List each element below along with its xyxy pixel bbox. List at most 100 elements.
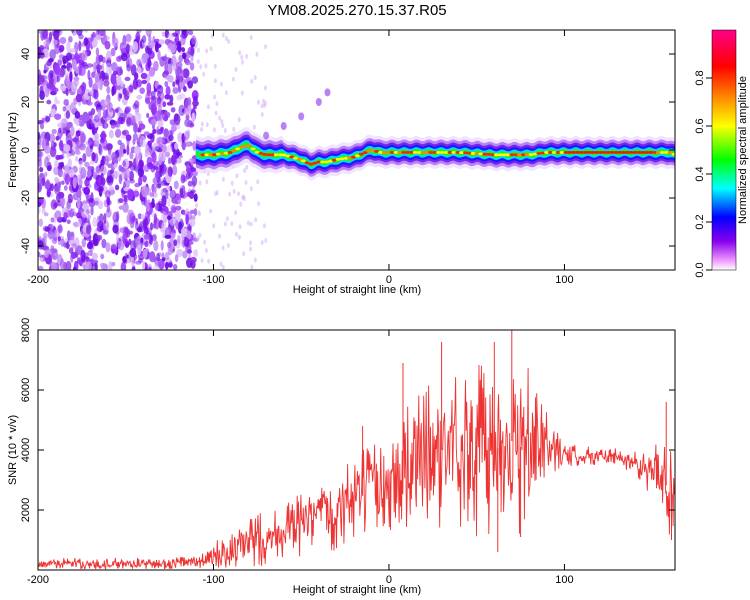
noise-blob: [142, 175, 147, 183]
noise-blob: [45, 52, 49, 58]
noise-blob: [97, 107, 102, 120]
noise-blob: [115, 75, 122, 86]
noise-blob: [111, 37, 119, 48]
noise-blob: [65, 88, 69, 96]
noise-blob: [104, 155, 109, 166]
noise-blob: [45, 141, 50, 147]
noise-blob: [42, 232, 48, 239]
noise-blob: [187, 180, 193, 187]
noise-blob: [163, 128, 169, 138]
ridge-core-mark: [320, 160, 325, 164]
noise-blob: [134, 111, 140, 123]
noise-blob: [141, 35, 147, 44]
noise-blob: [136, 243, 142, 256]
noise-blob: [46, 60, 52, 67]
noise-speck: [209, 208, 213, 214]
ridge-core-mark: [428, 151, 434, 154]
noise-blob: [185, 114, 190, 121]
noise-blob: [80, 166, 87, 179]
noise-blob: [95, 64, 103, 71]
noise-blob: [44, 145, 51, 154]
ridge-core-mark: [328, 159, 333, 163]
noise-speck: [237, 191, 240, 197]
noise-blob: [128, 84, 134, 93]
noise-blob: [171, 55, 177, 67]
noise-blob: [57, 224, 63, 234]
noise-blob: [62, 55, 69, 64]
noise-blob: [151, 105, 155, 117]
ridge-core-mark: [494, 153, 499, 157]
ridge-core-mark: [246, 144, 252, 148]
noise-speck: [215, 101, 219, 107]
noise-blob: [160, 180, 168, 186]
ridge-core-mark: [266, 153, 271, 157]
noise-blob: [85, 224, 92, 235]
noise-blob: [161, 195, 167, 208]
noise-blob: [55, 135, 60, 141]
ridge-core-mark: [667, 151, 673, 155]
noise-speck: [232, 189, 236, 194]
noise-speck: [213, 63, 217, 69]
spectrogram-xlabel: Height of straight line (km): [293, 284, 421, 296]
noise-blob: [39, 85, 44, 96]
noise-blob: [154, 146, 161, 152]
noise-blob: [53, 62, 61, 75]
noise-blob: [69, 168, 75, 178]
noise-blob: [160, 91, 165, 101]
noise-blob: [164, 94, 171, 100]
noise-blob: [145, 30, 152, 37]
noise-speck: [260, 112, 264, 117]
noise-blob: [92, 217, 98, 227]
noise-speck: [205, 48, 209, 54]
ridge-core-mark: [439, 151, 445, 154]
noise-blob: [108, 129, 114, 139]
noise-blob: [173, 113, 181, 126]
noise-blob: [83, 30, 89, 33]
noise-blob: [57, 191, 65, 199]
noise-blob: [44, 156, 50, 169]
noise-speck: [249, 221, 253, 227]
noise-speck: [230, 180, 234, 186]
noise-blob: [81, 50, 88, 62]
noise-blob: [40, 123, 44, 130]
noise-blob: [143, 131, 150, 136]
snr-y-tick-label: 8000: [20, 318, 32, 342]
noise-blob: [180, 34, 185, 39]
noise-blob: [74, 77, 79, 87]
noise-blob: [135, 31, 141, 43]
colorbar-tick-label: 0.0: [694, 262, 706, 277]
noise-blob: [78, 40, 82, 52]
noise-blob: [78, 160, 84, 167]
noise-blob: [122, 256, 127, 264]
noise-blob: [86, 101, 93, 106]
ridge-core-mark: [239, 145, 245, 149]
noise-blob: [135, 218, 139, 225]
noise-speck: [228, 191, 232, 197]
ridge-core-mark: [671, 152, 675, 156]
noise-blob: [78, 65, 86, 77]
noise-blob: [117, 139, 122, 146]
noise-speck: [253, 75, 257, 81]
ridge-core-mark: [629, 151, 634, 154]
noise-blob: [162, 257, 166, 262]
noise-speck: [234, 210, 238, 216]
noise-blob: [42, 246, 49, 251]
noise-blob: [176, 248, 183, 258]
noise-blob: [38, 201, 42, 208]
noise-blob: [101, 138, 108, 149]
noise-blob: [141, 185, 149, 198]
noise-speck: [221, 245, 225, 251]
noise-blob: [154, 41, 159, 53]
ridge-core-mark: [389, 151, 395, 154]
noise-blob: [170, 107, 176, 113]
ridge-core-mark: [447, 151, 453, 154]
ridge-core-mark: [644, 151, 650, 154]
noise-blob: [90, 108, 96, 116]
noise-blob: [184, 118, 191, 128]
ridge-core-mark: [567, 151, 573, 154]
noise-blob: [125, 134, 132, 142]
ridge-core-mark: [254, 150, 260, 154]
ridge-core-mark: [370, 149, 376, 152]
noise-blob: [50, 199, 58, 210]
